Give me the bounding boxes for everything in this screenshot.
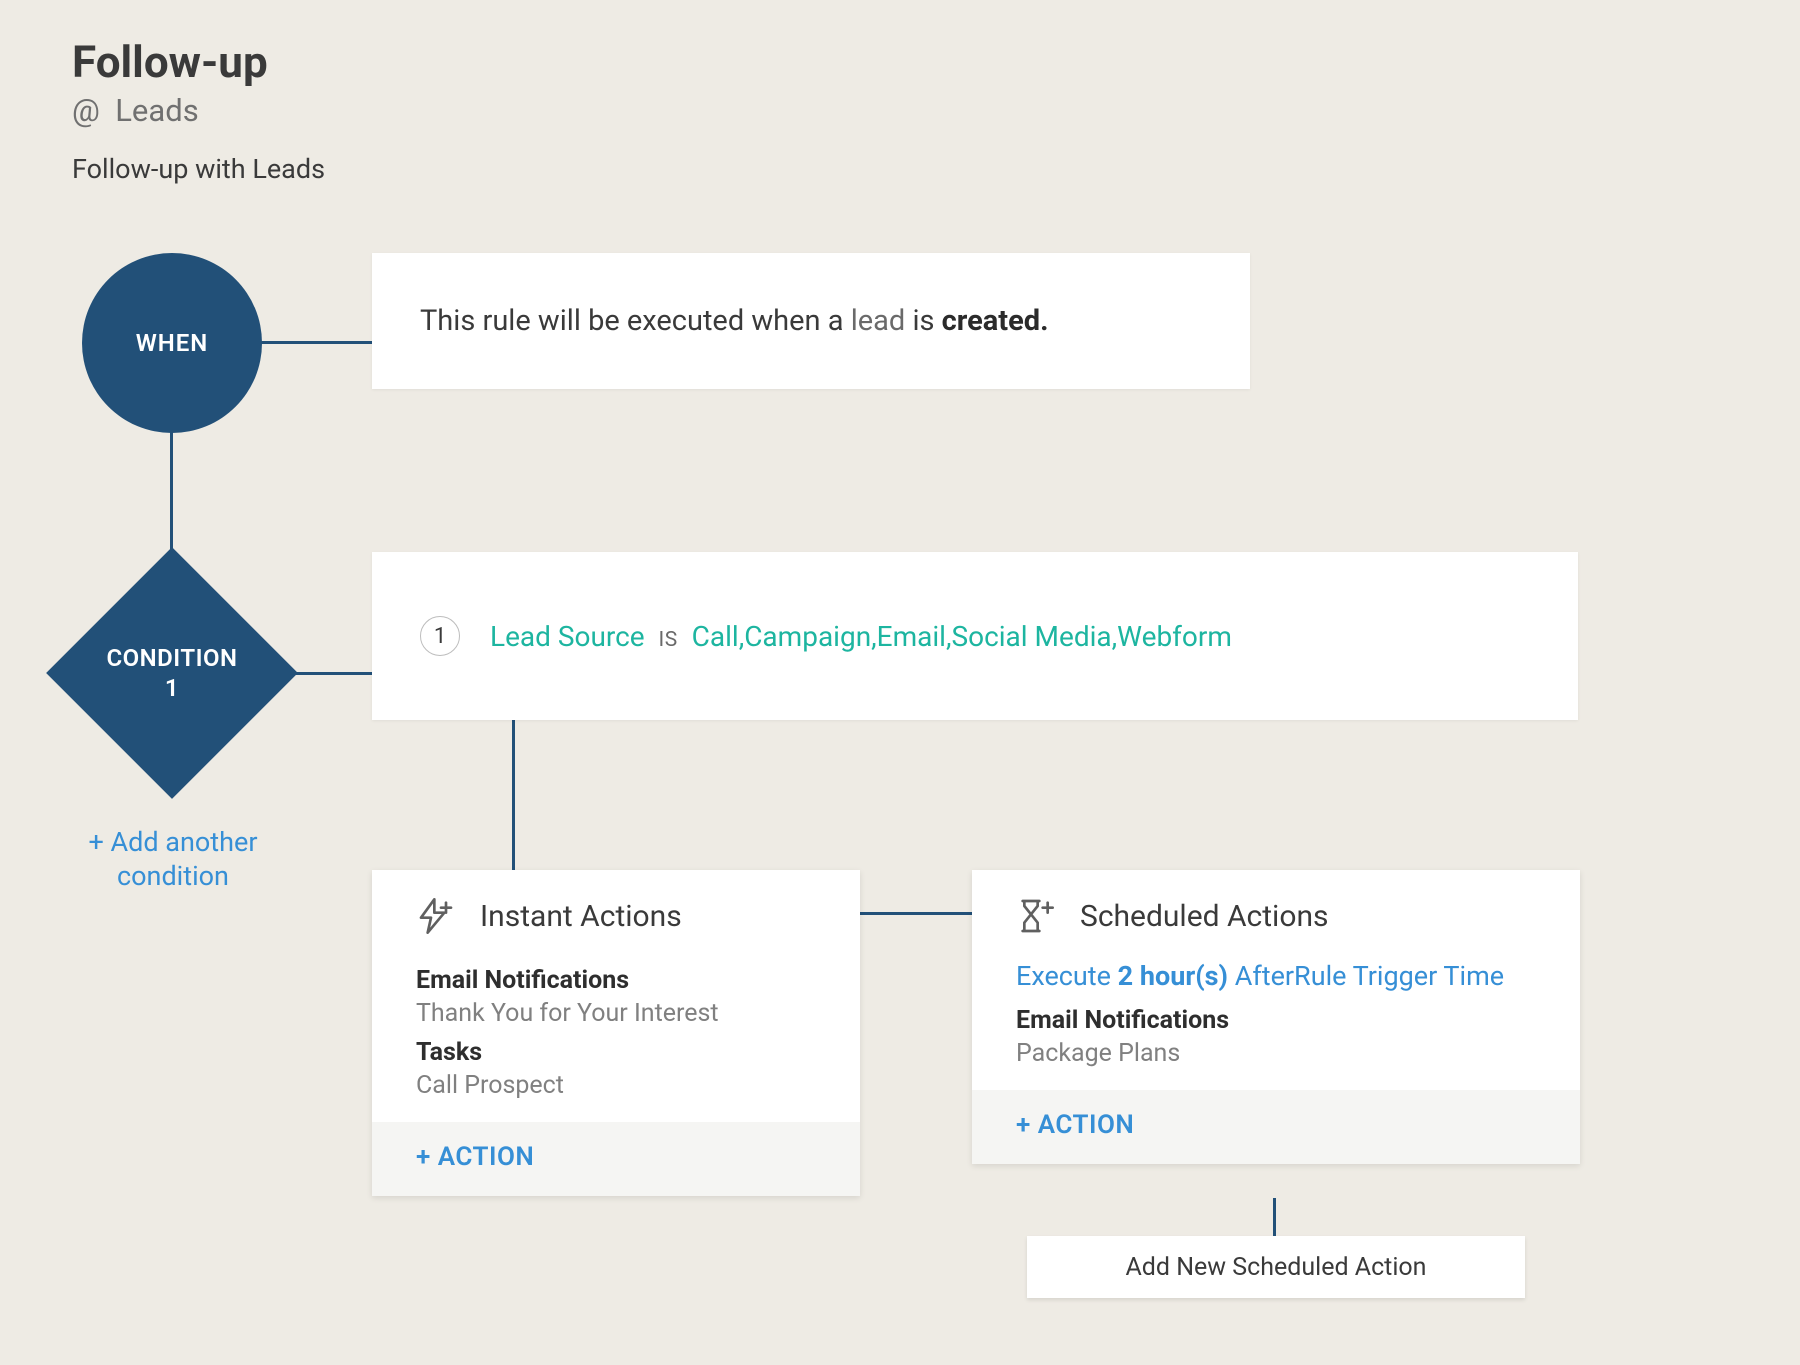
when-card[interactable]: This rule will be executed when a lead i… — [372, 253, 1250, 389]
instant-card-body: Email Notifications Thank You for Your I… — [372, 946, 860, 1122]
scheduled-actions-card: Scheduled Actions Execute 2 hour(s) Afte… — [972, 870, 1580, 1164]
instant-section-2-value[interactable]: Call Prospect — [416, 1071, 816, 1100]
when-text-middle: is — [905, 304, 941, 338]
when-text-prefix: This rule will be executed when a — [420, 304, 851, 338]
condition-field: Lead Source — [490, 620, 645, 653]
instant-card-header: Instant Actions — [372, 870, 860, 946]
scheduled-add-action-button[interactable]: + ACTION — [972, 1090, 1580, 1164]
page-header: Follow-up @ Leads Follow-up with Leads — [72, 38, 325, 185]
add-condition-link[interactable]: + Add another condition — [68, 826, 278, 894]
connector — [290, 672, 374, 675]
connector — [858, 912, 974, 915]
instant-title: Instant Actions — [480, 899, 682, 934]
instant-section-2-label: Tasks — [416, 1038, 816, 1067]
module-name: Leads — [115, 92, 198, 129]
connector — [512, 718, 515, 872]
add-scheduled-action-button[interactable]: Add New Scheduled Action — [1027, 1236, 1525, 1298]
execute-delay: 2 hour(s) — [1118, 960, 1235, 992]
rule-title: Follow-up — [72, 38, 325, 86]
condition-number-badge: 1 — [420, 616, 460, 656]
condition-node[interactable]: CONDITION 1 — [47, 548, 297, 798]
condition-label-text: CONDITION — [106, 644, 237, 672]
condition-expression: Lead Source IS Call,Campaign,Email,Socia… — [490, 620, 1232, 653]
instant-section-1-label: Email Notifications — [416, 966, 816, 995]
scheduled-section-1-value[interactable]: Package Plans — [1016, 1039, 1536, 1068]
condition-value: Call,Campaign,Email,Social Media,Webform — [692, 620, 1232, 653]
when-text: This rule will be executed when a lead i… — [420, 304, 1049, 338]
workflow-canvas: Follow-up @ Leads Follow-up with Leads W… — [0, 0, 1800, 1365]
condition-operator: IS — [659, 628, 678, 652]
scheduled-title: Scheduled Actions — [1080, 899, 1329, 934]
scheduled-execute-line[interactable]: Execute 2 hour(s) AfterRule Trigger Time — [1016, 956, 1536, 996]
lightning-plus-icon — [416, 896, 456, 936]
execute-suffix: AfterRule Trigger Time — [1235, 960, 1504, 992]
when-text-bold: created. — [942, 304, 1049, 338]
instant-actions-card: Instant Actions Email Notifications Than… — [372, 870, 860, 1196]
instant-add-action-button[interactable]: + ACTION — [372, 1122, 860, 1196]
condition-card[interactable]: 1 Lead Source IS Call,Campaign,Email,Soc… — [372, 552, 1578, 720]
instant-section-1-value[interactable]: Thank You for Your Interest — [416, 999, 816, 1028]
rule-description: Follow-up with Leads — [72, 153, 325, 185]
condition-label-number: 1 — [165, 674, 179, 702]
scheduled-card-body: Execute 2 hour(s) AfterRule Trigger Time… — [972, 946, 1580, 1090]
module-breadcrumb: @ Leads — [72, 92, 325, 129]
connector — [170, 432, 173, 560]
connector — [1273, 1198, 1276, 1238]
condition-node-label: CONDITION 1 — [106, 643, 237, 703]
when-text-entity: lead — [851, 304, 906, 338]
scheduled-section-1-label: Email Notifications — [1016, 1006, 1536, 1035]
at-symbol: @ — [72, 92, 100, 129]
scheduled-card-header: Scheduled Actions — [972, 870, 1580, 946]
when-node-label: WHEN — [136, 329, 209, 357]
execute-prefix: Execute — [1016, 960, 1118, 992]
connector — [260, 341, 374, 344]
hourglass-plus-icon — [1016, 896, 1056, 936]
when-node[interactable]: WHEN — [82, 253, 262, 433]
